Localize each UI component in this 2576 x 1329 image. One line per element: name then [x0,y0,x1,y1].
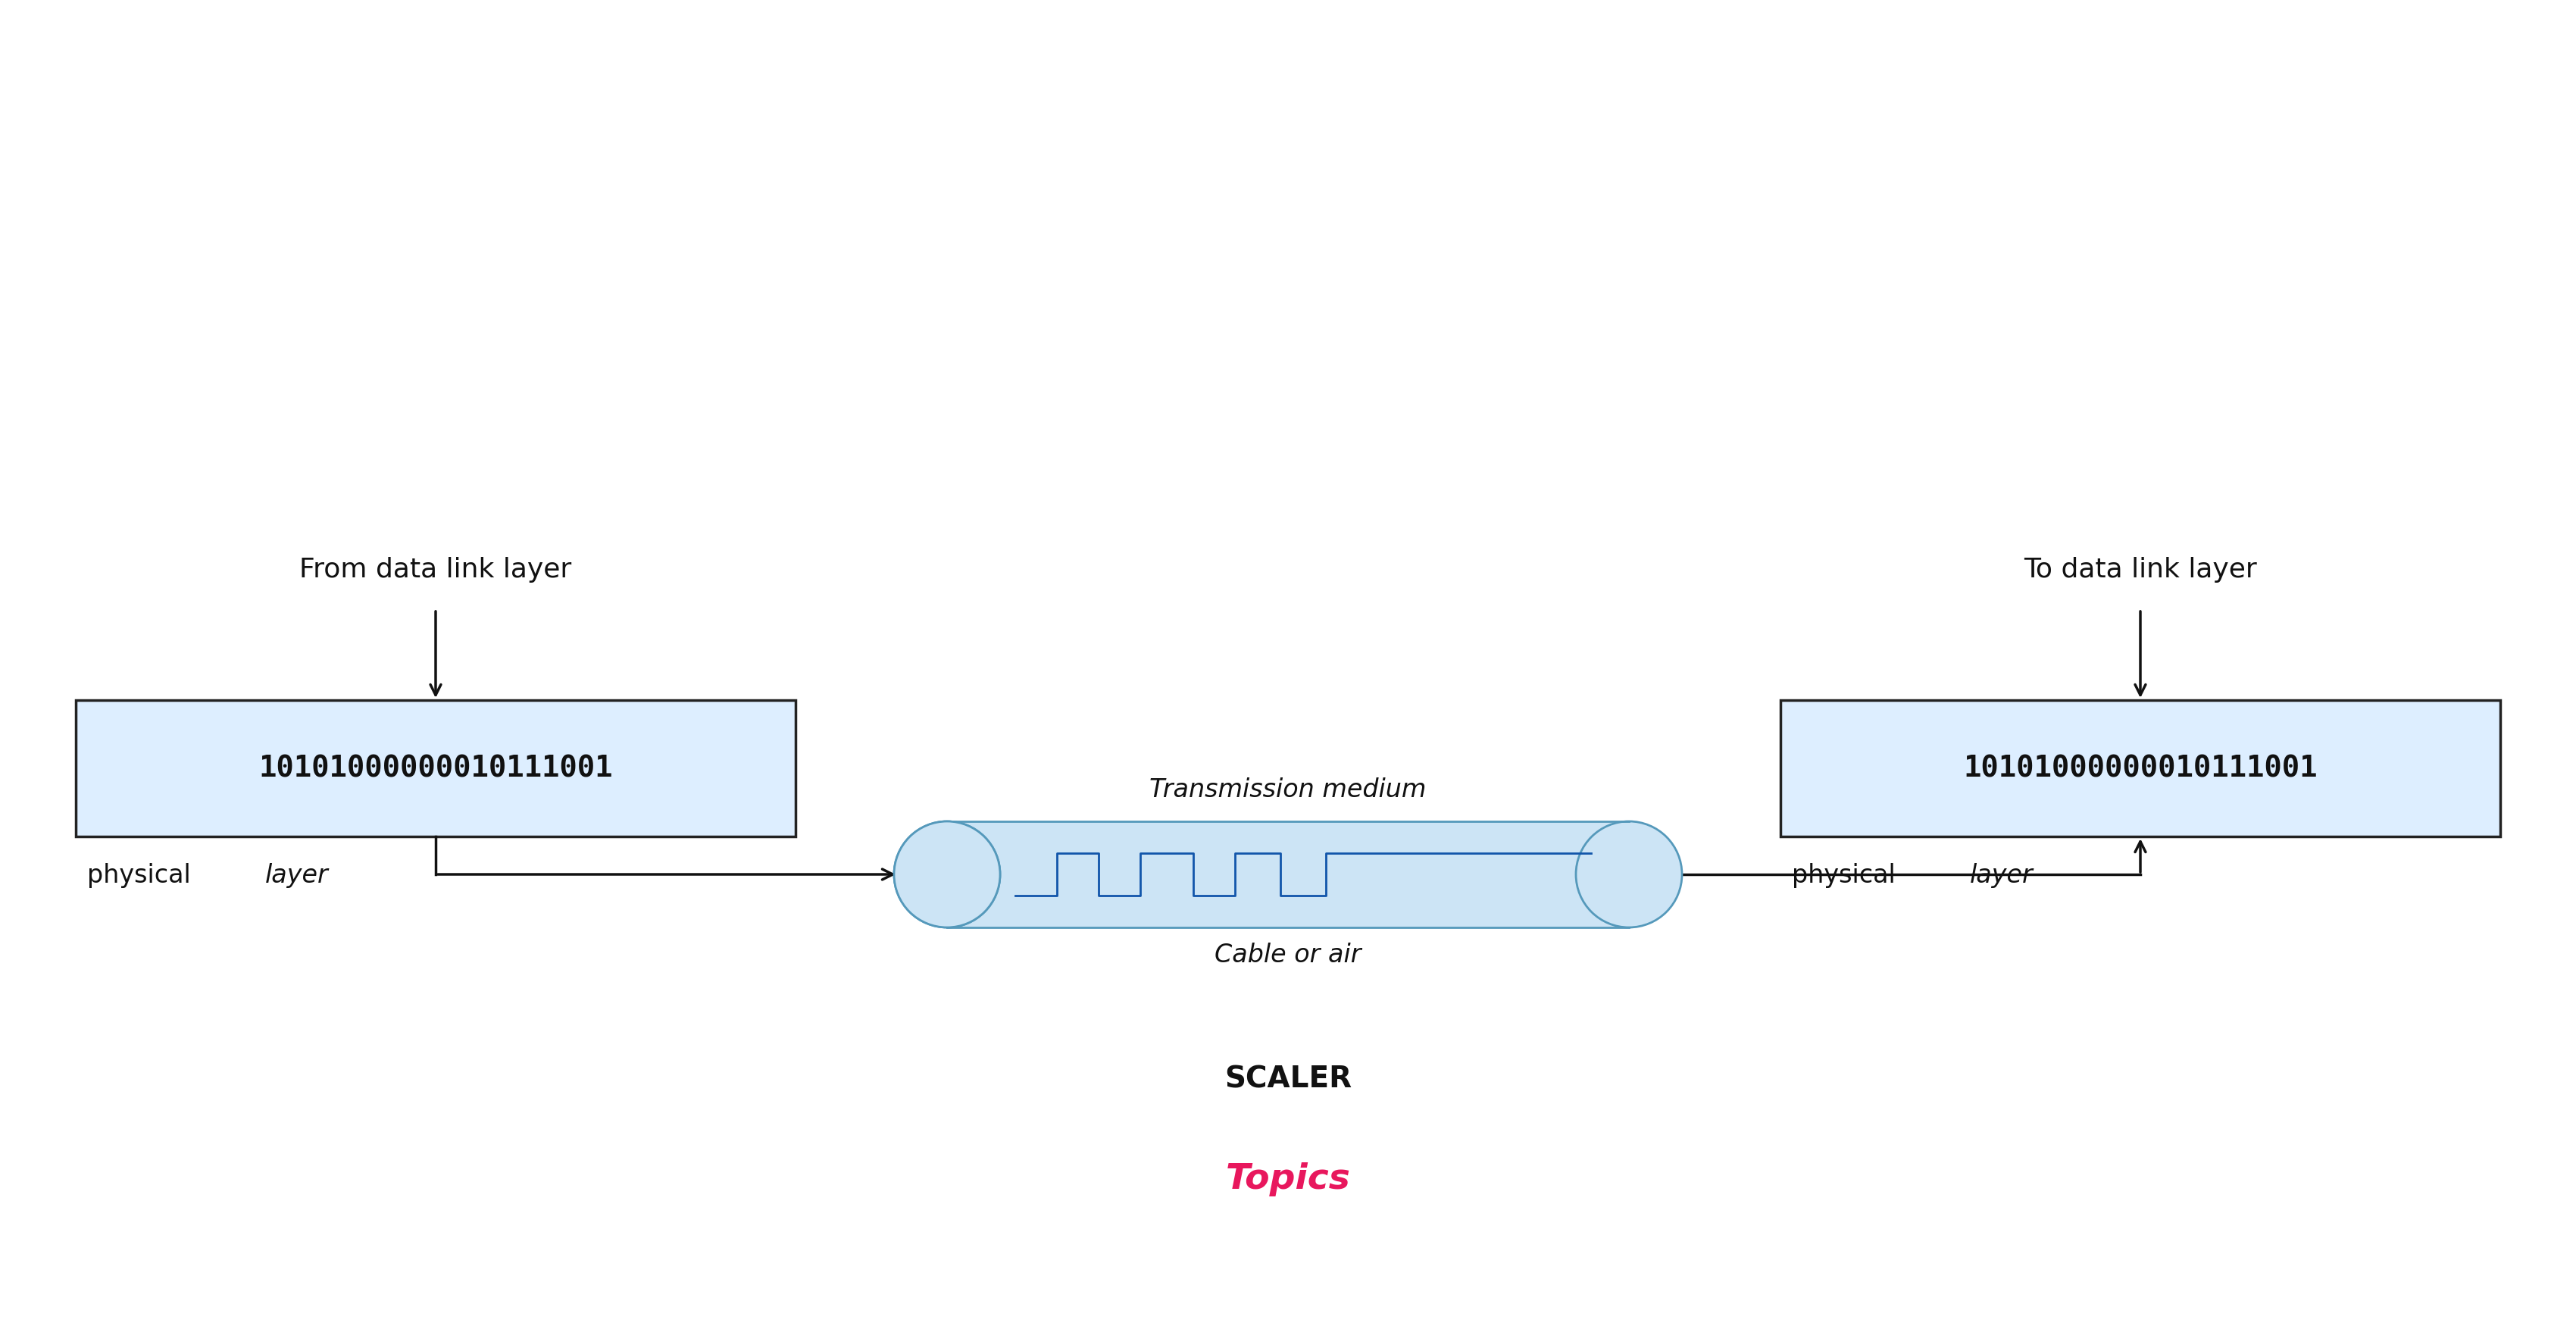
Text: physical: physical [1793,863,1911,888]
FancyBboxPatch shape [75,700,796,836]
Text: Cable or air: Cable or air [1216,942,1360,968]
Text: SCALER: SCALER [1224,1066,1352,1094]
Text: layer: layer [265,863,330,888]
Ellipse shape [1577,821,1682,928]
Text: From data link layer: From data link layer [299,557,572,582]
Text: 10101000000010111001: 10101000000010111001 [1963,754,2318,783]
Text: To data link layer: To data link layer [2025,557,2257,582]
Text: Transmission medium: Transmission medium [1149,777,1427,803]
Bar [948,821,1628,928]
Text: physical: physical [88,863,206,888]
Ellipse shape [894,821,999,928]
Ellipse shape [894,821,999,928]
Text: layer: layer [1971,863,2032,888]
FancyBboxPatch shape [1780,700,2501,836]
Text: 10101000000010111001: 10101000000010111001 [258,754,613,783]
Text: Topics: Topics [1226,1163,1350,1196]
